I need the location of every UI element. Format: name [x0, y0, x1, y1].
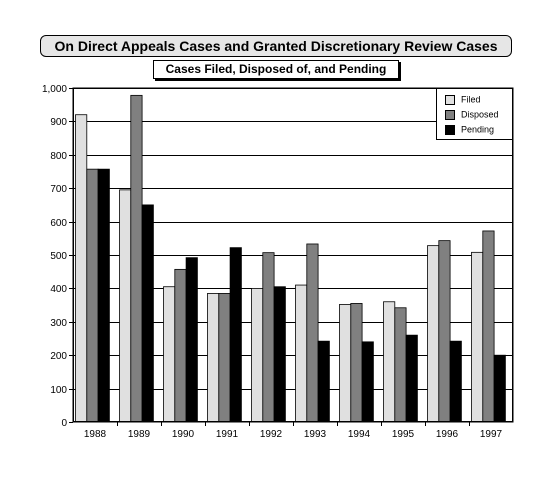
bar-disposed [438, 240, 451, 423]
bar-disposed [350, 303, 363, 423]
bar-pending [185, 257, 198, 423]
bar-disposed [86, 168, 99, 423]
bar-filed [119, 189, 132, 423]
bar-disposed [482, 230, 495, 423]
y-tick-label: 800 [50, 151, 67, 162]
bar-disposed [394, 307, 407, 423]
bar-pending [97, 168, 110, 423]
legend-label-pending: Pending [461, 124, 495, 135]
bar-disposed [130, 94, 143, 423]
y-tick-label: 300 [50, 318, 67, 329]
x-tick-label: 1997 [480, 429, 503, 440]
x-tick-label: 1990 [172, 429, 195, 440]
bar-pending [361, 341, 374, 423]
x-tick-label: 1993 [304, 429, 327, 440]
chart-subtitle: Cases Filed, Disposed of, and Pending [153, 60, 399, 79]
legend-swatch-disposed [445, 109, 455, 120]
bar-filed [427, 245, 440, 423]
bar-filed [339, 304, 352, 423]
legend-swatch-filed [445, 94, 455, 105]
bar-disposed [262, 252, 275, 423]
bar-disposed [218, 293, 231, 423]
y-tick-label: 1,000 [42, 84, 67, 95]
bar-pending [493, 354, 506, 423]
chart-legend: Filed Disposed Pending [436, 88, 513, 140]
x-tick-label: 1994 [348, 429, 371, 440]
y-tick-label: 0 [61, 418, 67, 429]
bar-pending [449, 340, 462, 423]
y-tick-label: 900 [50, 117, 67, 128]
plot-border [73, 88, 513, 422]
bar-disposed [306, 243, 319, 423]
bar-filed [75, 114, 88, 423]
bar-filed [383, 301, 396, 423]
bar-pending [317, 340, 330, 423]
legend-swatch-pending [445, 124, 455, 135]
bar-pending [405, 334, 418, 423]
x-tick-label: 1995 [392, 429, 415, 440]
chart-title: On Direct Appeals Cases and Granted Disc… [40, 35, 512, 57]
bar-filed [251, 287, 264, 423]
bar-filed [295, 284, 308, 423]
y-tick-label: 400 [50, 284, 67, 295]
bar-filed [207, 293, 220, 423]
x-tick-label: 1989 [128, 429, 151, 440]
bar-pending [229, 247, 242, 423]
y-tick-label: 200 [50, 351, 67, 362]
x-tick-label: 1988 [84, 429, 107, 440]
x-tick-label: 1992 [260, 429, 283, 440]
bar-pending [141, 204, 154, 423]
legend-item-pending: Pending [445, 123, 494, 135]
x-tick-label: 1991 [216, 429, 239, 440]
legend-item-filed: Filed [445, 93, 481, 105]
y-tick-label: 100 [50, 385, 67, 396]
y-tick-label: 700 [50, 184, 67, 195]
bar-pending [273, 286, 286, 423]
bar-filed [163, 286, 176, 423]
y-tick-label: 600 [50, 218, 67, 229]
legend-item-disposed: Disposed [445, 108, 499, 120]
legend-label-filed: Filed [461, 94, 481, 105]
y-tick-label: 500 [50, 251, 67, 262]
bar-disposed [174, 268, 187, 423]
legend-label-disposed: Disposed [461, 109, 499, 120]
bar-filed [471, 251, 484, 423]
x-tick-label: 1996 [436, 429, 459, 440]
